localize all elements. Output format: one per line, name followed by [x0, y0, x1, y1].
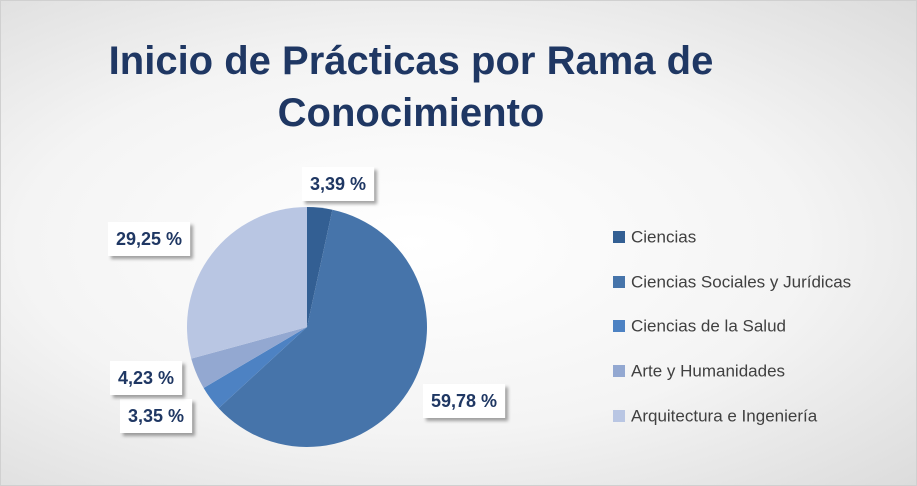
data-label-text: 3,35 %: [128, 406, 184, 426]
data-label-text: 4,23 %: [118, 368, 174, 388]
data-label-text: 29,25 %: [116, 229, 182, 249]
data-label: 4,23 %: [109, 361, 183, 395]
data-label-box: [301, 167, 375, 201]
pie-slice: [307, 207, 333, 327]
data-label: 29,25 %: [107, 222, 191, 256]
legend-swatch: [613, 365, 625, 377]
legend-label: Ciencias Sociales y Jurídicas: [631, 272, 851, 291]
data-label: 3,39 %: [301, 167, 375, 201]
data-label-box: [422, 384, 506, 418]
data-label-box: [107, 222, 191, 256]
data-label: 59,78 %: [422, 384, 506, 418]
pie-slice: [191, 327, 307, 388]
pie-slice: [187, 207, 307, 359]
data-label-text: 3,39 %: [310, 174, 366, 194]
pie-slice: [203, 327, 307, 409]
legend-swatch: [613, 231, 625, 243]
pie-slice: [218, 209, 428, 448]
data-label-box: [119, 399, 193, 433]
legend-label: Ciencias: [631, 227, 696, 246]
data-label-box: [109, 361, 183, 395]
legend-label: Arquitectura e Ingeniería: [631, 406, 818, 425]
chart-title: Inicio de Prácticas por Rama de Conocimi…: [108, 39, 714, 135]
legend-swatch: [613, 320, 625, 332]
legend-label: Ciencias de la Salud: [631, 316, 786, 335]
data-label-text: 59,78 %: [431, 391, 497, 411]
legend-swatch: [613, 276, 625, 288]
legend-label: Arte y Humanidades: [631, 361, 785, 380]
data-label: 3,35 %: [119, 399, 193, 433]
legend-swatch: [613, 410, 625, 422]
